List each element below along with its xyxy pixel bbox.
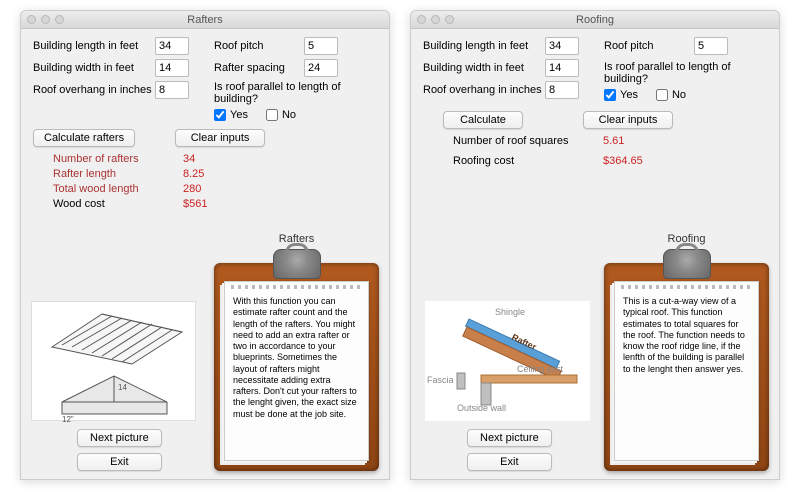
rafters-clip-paper: With this function you can estimate raft…	[224, 281, 369, 461]
ceiling-joist-label: Ceiling joist	[517, 364, 563, 374]
roof-overhang-input[interactable]	[155, 81, 189, 99]
building-length-input[interactable]	[545, 37, 579, 55]
no-checkbox[interactable]	[266, 109, 278, 121]
outside-wall-label: Outside wall	[457, 403, 506, 413]
building-width-input[interactable]	[545, 59, 579, 77]
roofing-cost-label: Roofing cost	[453, 155, 603, 167]
roof-overhang-label: Roof overhang in inches	[33, 84, 155, 96]
rafters-clipboard: Rafters With this function you can estim…	[214, 263, 379, 471]
building-length-label: Building length in feet	[423, 40, 545, 52]
roof-pitch-input[interactable]	[304, 37, 338, 55]
next-picture-button[interactable]: Next picture	[467, 429, 552, 447]
roof-pitch-input[interactable]	[694, 37, 728, 55]
close-icon[interactable]	[417, 15, 426, 24]
parallel-question: Is roof parallel to length of building?	[604, 61, 767, 85]
wood-cost-value: $561	[183, 198, 233, 210]
roofing-cost-value: $364.65	[603, 155, 653, 167]
yes-label: Yes	[230, 109, 248, 121]
roof-squares-label: Number of roof squares	[453, 135, 603, 147]
fascia-label: Fascia	[427, 375, 454, 385]
roofing-clip-text: This is a cut-a-way view of a typical ro…	[623, 296, 750, 375]
yes-checkbox[interactable]	[604, 89, 616, 101]
roofing-results: Number of roof squares5.61 Roofing cost$…	[453, 135, 767, 167]
clear-inputs-button[interactable]: Clear inputs	[175, 129, 265, 147]
roofing-diagram: Shingle Rafter Ceiling joist Fascia Outs…	[425, 301, 590, 421]
exit-button[interactable]: Exit	[77, 453, 162, 471]
roofing-title: Roofing	[411, 14, 779, 26]
total-wood-length-value: 280	[183, 183, 233, 195]
no-option[interactable]: No	[656, 89, 686, 101]
rafters-clip-label: Rafters	[214, 233, 379, 245]
calculate-button[interactable]: Calculate	[443, 111, 523, 129]
building-width-label: Building width in feet	[423, 62, 545, 74]
minimize-icon[interactable]	[41, 15, 50, 24]
zoom-icon[interactable]	[445, 15, 454, 24]
total-wood-length-label: Total wood length	[53, 183, 183, 195]
close-icon[interactable]	[27, 15, 36, 24]
roof-overhang-input[interactable]	[545, 81, 579, 99]
roof-pitch-label: Roof pitch	[604, 40, 694, 52]
traffic-lights	[27, 15, 64, 24]
roofing-clip-label: Roofing	[604, 233, 769, 245]
minimize-icon[interactable]	[431, 15, 440, 24]
rafters-results: Number of rafters34 Rafter length8.25 To…	[53, 153, 377, 210]
building-width-input[interactable]	[155, 59, 189, 77]
no-label: No	[672, 89, 686, 101]
parallel-question: Is roof parallel to length of building?	[214, 81, 377, 105]
roof-overhang-label: Roof overhang in inches	[423, 84, 545, 96]
rafter-spacing-input[interactable]	[304, 59, 338, 77]
number-of-rafters-value: 34	[183, 153, 233, 165]
traffic-lights	[417, 15, 454, 24]
no-label: No	[282, 109, 296, 121]
roof-squares-value: 5.61	[603, 135, 653, 147]
no-checkbox[interactable]	[656, 89, 668, 101]
calculate-rafters-button[interactable]: Calculate rafters	[33, 129, 135, 147]
roofing-window: Roofing Building length in feet Building…	[410, 10, 780, 480]
rafters-window: Rafters Building length in feet Building…	[20, 10, 390, 480]
yes-option[interactable]: Yes	[214, 109, 248, 121]
roof-pitch-label: Roof pitch	[214, 40, 304, 52]
building-length-label: Building length in feet	[33, 40, 155, 52]
yes-label: Yes	[620, 89, 638, 101]
next-picture-button[interactable]: Next picture	[77, 429, 162, 447]
building-width-label: Building width in feet	[33, 62, 155, 74]
diagram-top-label: 14	[118, 383, 127, 392]
building-length-input[interactable]	[155, 37, 189, 55]
roofing-clip-paper: This is a cut-a-way view of a typical ro…	[614, 281, 759, 461]
rafter-spacing-label: Rafter spacing	[214, 62, 304, 74]
roofing-titlebar: Roofing	[411, 11, 779, 29]
rafter-length-label: Rafter length	[53, 168, 183, 180]
exit-button[interactable]: Exit	[467, 453, 552, 471]
clear-inputs-button[interactable]: Clear inputs	[583, 111, 673, 129]
rafters-title: Rafters	[21, 14, 389, 26]
rafters-clip-text: With this function you can estimate raft…	[233, 296, 360, 420]
wood-cost-label: Wood cost	[53, 198, 183, 210]
rafters-titlebar: Rafters	[21, 11, 389, 29]
rafters-diagram: 14 12"	[31, 301, 196, 421]
zoom-icon[interactable]	[55, 15, 64, 24]
yes-checkbox[interactable]	[214, 109, 226, 121]
yes-option[interactable]: Yes	[604, 89, 638, 101]
rafter-length-value: 8.25	[183, 168, 233, 180]
shingle-label: Shingle	[495, 307, 525, 317]
number-of-rafters-label: Number of rafters	[53, 153, 183, 165]
roofing-clipboard: Roofing This is a cut-a-way view of a ty…	[604, 263, 769, 471]
diagram-bottom-label: 12"	[62, 415, 74, 422]
no-option[interactable]: No	[266, 109, 296, 121]
